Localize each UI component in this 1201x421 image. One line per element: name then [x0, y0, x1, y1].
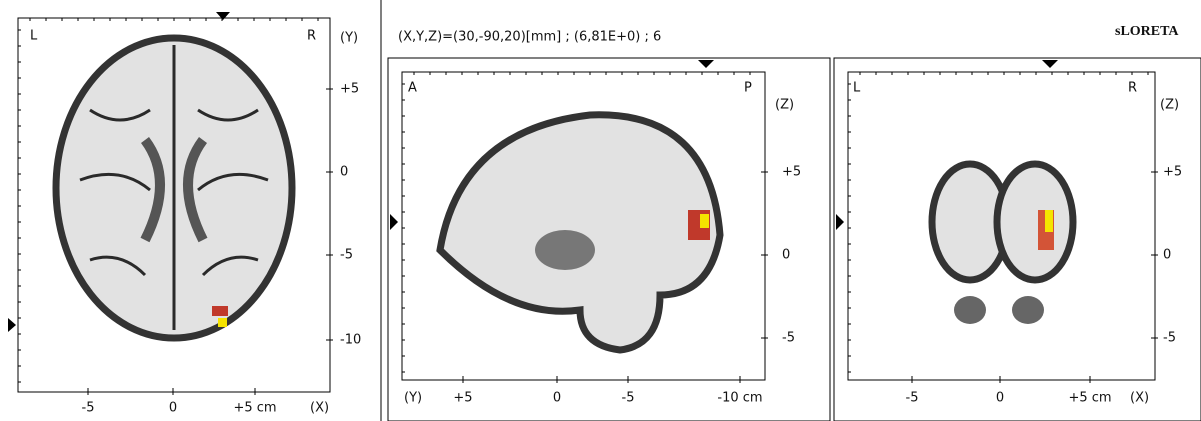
tick-label: -5: [622, 391, 635, 406]
cerebellum: [954, 296, 986, 324]
axis-label: (Y): [340, 31, 358, 46]
tick-label: +5: [453, 391, 472, 406]
activation-peak: [700, 214, 709, 228]
corner-label: L: [30, 29, 38, 44]
axis-label: (Z): [775, 98, 794, 113]
tick-label: -5: [340, 248, 353, 263]
activation-peak: [218, 318, 227, 327]
axis-label: (Z): [1160, 98, 1179, 113]
app-name: sLORETA: [1115, 24, 1179, 39]
tick-label: -5: [782, 331, 795, 346]
axis-label: (Y): [404, 391, 422, 406]
viewer: (X,Y,Z)=(30,-90,20)[mm] ; (6,81E+0) ; 6 …: [0, 0, 1201, 421]
activation: [212, 306, 228, 316]
tick-label: -5: [82, 401, 95, 416]
axis-label: (X): [1130, 391, 1149, 406]
tick-label: -5: [906, 391, 919, 406]
corner-label: L: [853, 81, 861, 96]
tick-label: +5: [340, 82, 359, 97]
axis-label: (X): [310, 401, 329, 416]
coordinates: (X,Y,Z)=(30,-90,20)[mm] ; (6,81E+0) ; 6: [398, 30, 661, 45]
tick-label: 0: [553, 391, 561, 406]
tick-label: -5: [1163, 331, 1176, 346]
coronal-right: [997, 164, 1073, 280]
activation-peak: [1045, 210, 1053, 232]
tick-label: +5: [782, 165, 801, 180]
cerebellum: [1012, 296, 1044, 324]
thalamus: [535, 230, 595, 270]
tick-label: 0: [169, 401, 177, 416]
corner-label: R: [307, 29, 316, 44]
corner-label: P: [744, 81, 752, 96]
tick-label: +5 cm: [1068, 391, 1111, 406]
corner-label: A: [408, 81, 417, 96]
tick-label: 0: [340, 165, 348, 180]
tick-label: 0: [996, 391, 1004, 406]
tick-label: +5 cm: [233, 401, 276, 416]
tick-label: 0: [1163, 248, 1171, 263]
tick-label: 0: [782, 248, 790, 263]
tick-label: -10 cm: [717, 391, 762, 406]
tick-label: -10: [340, 333, 361, 348]
tick-label: +5: [1163, 165, 1182, 180]
corner-label: R: [1128, 81, 1137, 96]
